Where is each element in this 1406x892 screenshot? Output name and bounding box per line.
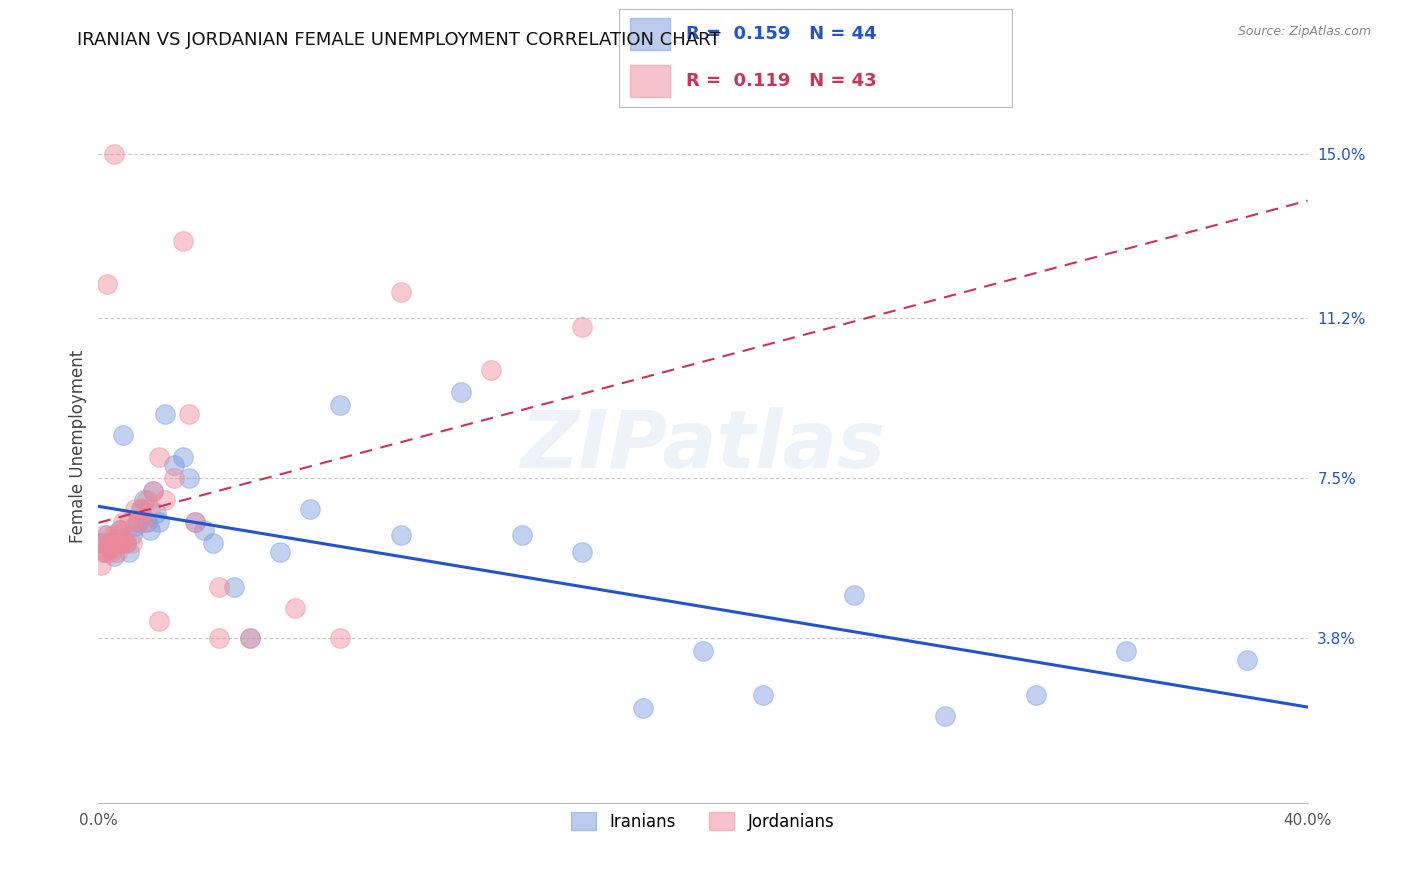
Point	[135, 493, 157, 508]
Point	[96, 527, 118, 541]
Point	[148, 515, 170, 529]
Point	[184, 515, 207, 529]
Point	[121, 536, 143, 550]
Point	[1236, 653, 1258, 667]
Bar	[630, 18, 669, 50]
Point	[1115, 644, 1137, 658]
Point	[90, 558, 112, 572]
Point	[148, 614, 170, 628]
Point	[752, 688, 775, 702]
Point	[153, 493, 176, 508]
Point	[510, 527, 533, 541]
Point	[124, 519, 146, 533]
Point	[389, 527, 412, 541]
Point	[631, 700, 654, 714]
Point	[93, 545, 115, 559]
Point	[132, 515, 155, 529]
Point	[129, 501, 152, 516]
Point	[118, 515, 141, 529]
Point	[481, 363, 503, 377]
Text: Source: ZipAtlas.com: Source: ZipAtlas.com	[1237, 25, 1371, 38]
Point	[934, 709, 956, 723]
Point	[103, 536, 125, 550]
Point	[239, 632, 262, 646]
Point	[100, 545, 122, 559]
Point	[105, 545, 128, 559]
Point	[208, 580, 231, 594]
Point	[184, 515, 207, 529]
Point	[105, 527, 128, 541]
Point	[90, 536, 112, 550]
Point	[208, 632, 231, 646]
Text: R =  0.159   N = 44: R = 0.159 N = 44	[686, 25, 876, 43]
Point	[692, 644, 714, 658]
Point	[163, 471, 186, 485]
Point	[127, 515, 149, 529]
Point	[111, 428, 134, 442]
Point	[96, 545, 118, 559]
Point	[111, 536, 134, 550]
Point	[172, 234, 194, 248]
Point	[571, 320, 593, 334]
Point	[172, 450, 194, 464]
Point	[148, 450, 170, 464]
Text: R =  0.119   N = 43: R = 0.119 N = 43	[686, 72, 876, 90]
Point	[193, 524, 215, 538]
Point	[1024, 688, 1046, 702]
Point	[96, 536, 118, 550]
Point	[108, 524, 131, 538]
Point	[114, 536, 136, 550]
Point	[93, 527, 115, 541]
Point	[100, 536, 122, 550]
Point	[239, 632, 262, 646]
Point	[118, 545, 141, 559]
Point	[139, 524, 162, 538]
Point	[90, 536, 112, 550]
Point	[121, 527, 143, 541]
Point	[179, 407, 201, 421]
Point	[153, 407, 176, 421]
Point	[202, 536, 225, 550]
Point	[145, 506, 167, 520]
Text: IRANIAN VS JORDANIAN FEMALE UNEMPLOYMENT CORRELATION CHART: IRANIAN VS JORDANIAN FEMALE UNEMPLOYMENT…	[77, 31, 721, 49]
Bar	[630, 65, 669, 97]
Point	[103, 527, 125, 541]
Point	[142, 484, 165, 499]
Point	[179, 471, 201, 485]
Point	[299, 501, 322, 516]
Point	[284, 601, 307, 615]
Point	[108, 536, 131, 550]
Point	[127, 515, 149, 529]
Text: ZIPatlas: ZIPatlas	[520, 407, 886, 485]
Point	[389, 285, 412, 300]
Point	[96, 277, 118, 291]
Legend: Iranians, Jordanians: Iranians, Jordanians	[565, 805, 841, 838]
Point	[103, 147, 125, 161]
Point	[163, 458, 186, 473]
Point	[93, 545, 115, 559]
Point	[269, 545, 291, 559]
Point	[103, 549, 125, 564]
Point	[224, 580, 246, 594]
Point	[135, 515, 157, 529]
Point	[142, 484, 165, 499]
Point	[100, 541, 122, 555]
Point	[108, 524, 131, 538]
Point	[132, 493, 155, 508]
Point	[124, 501, 146, 516]
Point	[129, 501, 152, 516]
Point	[450, 384, 472, 399]
Y-axis label: Female Unemployment: Female Unemployment	[69, 350, 87, 542]
Point	[844, 588, 866, 602]
Point	[139, 501, 162, 516]
Point	[111, 515, 134, 529]
Point	[114, 536, 136, 550]
Point	[571, 545, 593, 559]
Point	[329, 632, 352, 646]
Point	[105, 532, 128, 546]
Point	[329, 398, 352, 412]
